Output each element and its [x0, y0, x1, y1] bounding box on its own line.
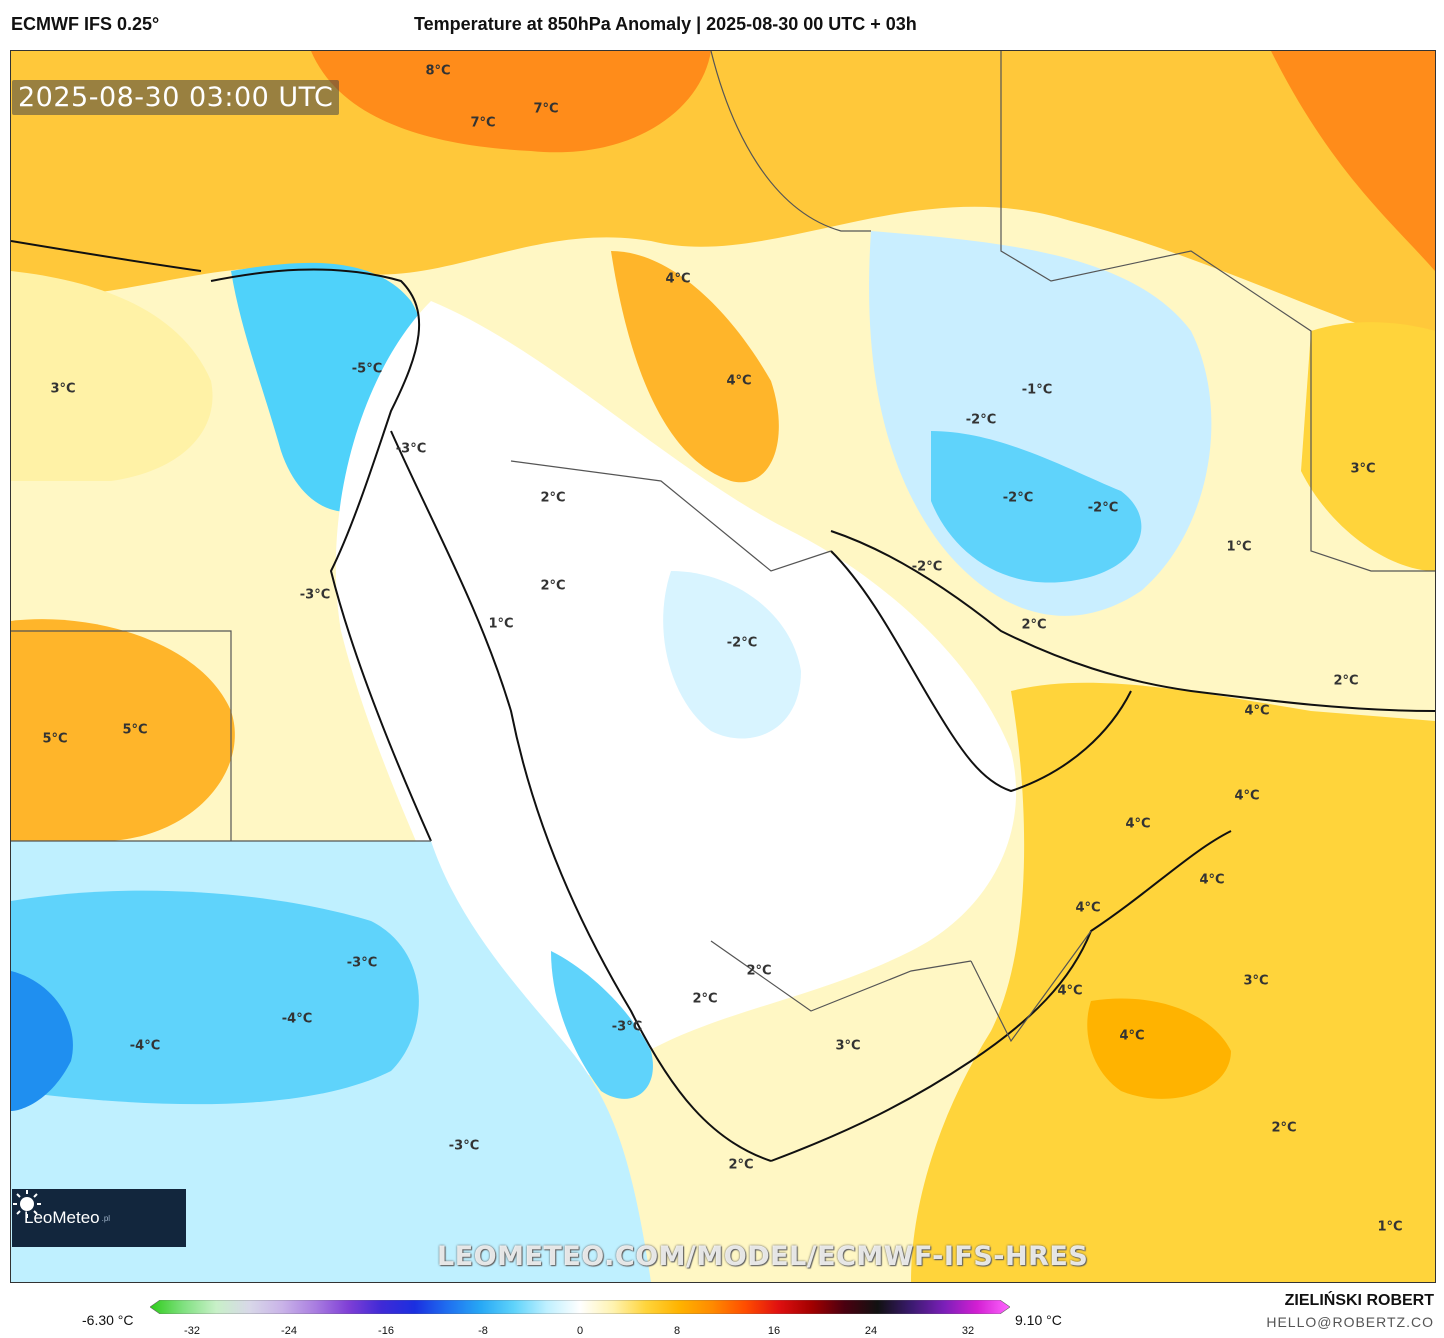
logo-suffix: .pl [101, 1213, 111, 1223]
cool-patch-central-arabia [663, 571, 801, 739]
contour-label: -3°C [346, 955, 378, 971]
contour-label: 1°C [1377, 1219, 1403, 1235]
author-email[interactable]: HELLO@ROBERTZ.CO [1266, 1314, 1434, 1330]
contour-label: 3°C [50, 381, 76, 397]
warm-core-arabian-sea [1087, 998, 1231, 1099]
colorbar-max-label: 9.10 °C [1015, 1312, 1062, 1328]
colorbar-tick-label: 16 [767, 1325, 781, 1337]
colorbar-tick-label: -16 [378, 1325, 394, 1337]
contour-label: 4°C [665, 271, 691, 287]
map-title: Temperature at 850hPa Anomaly | 2025-08-… [414, 14, 917, 34]
cool-core-iran [931, 431, 1142, 583]
border-iran-east [1000, 51, 1435, 572]
coast-south-arabia [770, 830, 1232, 1162]
contour-label: -3°C [299, 587, 331, 603]
contour-label: 5°C [42, 731, 68, 747]
contour-label: 2°C [728, 1157, 754, 1173]
contour-label: 2°C [692, 991, 718, 1007]
contour-label: -4°C [281, 1011, 313, 1027]
model-url-watermark: LEOMETEO.COM/MODEL/ECMWF-IFS-HRES [437, 1241, 1089, 1272]
warm-region-libya [11, 619, 235, 841]
contour-label: -2°C [1087, 500, 1119, 516]
warm-region-iraq [611, 251, 779, 483]
coast-levant-redsea-west [210, 268, 432, 842]
contour-label: 5°C [122, 722, 148, 738]
contour-label: -3°C [611, 1019, 643, 1035]
colorbar [150, 1300, 1010, 1314]
colorbar-tick-label: -32 [184, 1325, 200, 1337]
colorbar-tick-label: 0 [576, 1325, 584, 1337]
colorbar-tick-label: 24 [864, 1325, 878, 1337]
contour-label: 2°C [540, 578, 566, 594]
warm-region-pakistan [1301, 322, 1435, 571]
coast-gulf-west [830, 550, 1132, 793]
contour-label: 7°C [533, 101, 559, 117]
border-saudi-iraq [510, 460, 832, 572]
contour-label: 3°C [835, 1038, 861, 1054]
pale-region-arabia [335, 301, 1017, 1076]
warm-region-oman [911, 682, 1435, 1282]
border-yemen-oman [970, 930, 1092, 1043]
colorbar-tick-label: 32 [961, 1325, 975, 1337]
contour-label: -4°C [129, 1038, 161, 1054]
pale-region-med [11, 271, 213, 481]
contour-label: -2°C [1002, 490, 1034, 506]
colorbar-tick-label: -24 [281, 1325, 297, 1337]
coast-med-north [11, 240, 202, 272]
border-saudi-yemen [710, 940, 972, 1012]
contour-label: -5°C [351, 361, 383, 377]
contour-label: 4°C [1125, 816, 1151, 832]
cool-region-eritrea [551, 951, 653, 1099]
contour-label: 2°C [1333, 673, 1359, 689]
contour-label: 3°C [1243, 973, 1269, 989]
warm-region-north [11, 51, 1435, 351]
border-egypt-libya [11, 630, 232, 841]
valid-time-badge: 2025-08-30 03:00 UTC [12, 80, 340, 115]
colorbar-min-label: -6.30 °C [82, 1312, 134, 1328]
contour-label: 8°C [425, 63, 451, 79]
border-turkey-iran [710, 51, 871, 232]
contour-label: 1°C [488, 616, 514, 632]
contour-label: 4°C [1234, 788, 1260, 804]
contour-label: 7°C [470, 115, 496, 131]
leometeo-logo[interactable]: LeoMeteo .pl [12, 1189, 186, 1247]
contour-label: 4°C [1119, 1028, 1145, 1044]
colorbar-gradient [150, 1300, 1010, 1314]
model-name: ECMWF IFS 0.25° [11, 14, 160, 34]
contour-label: 4°C [1057, 983, 1083, 999]
sun-icon [13, 1190, 41, 1218]
contour-label: 2°C [1271, 1120, 1297, 1136]
contour-label: 4°C [1244, 703, 1270, 719]
contour-label: -1°C [1021, 382, 1053, 398]
contour-label: -3°C [448, 1138, 480, 1154]
contour-label: -2°C [726, 635, 758, 651]
colorbar-tick-label: -8 [478, 1325, 488, 1337]
colorbar-tick-label: 8 [673, 1325, 681, 1337]
contour-label: 2°C [540, 490, 566, 506]
contour-label: 4°C [726, 373, 752, 389]
coast-iran-south [830, 530, 1435, 712]
contour-label: -3°C [395, 441, 427, 457]
warm-region-turkey-core [311, 51, 711, 153]
contour-label: 3°C [1350, 461, 1376, 477]
coastlines [11, 240, 1435, 1162]
cold-core-chad [11, 971, 73, 1111]
author-name: ZIELIŃSKI ROBERT [1284, 1292, 1434, 1309]
country-borders [11, 51, 1435, 1043]
cool-core-sudan [11, 890, 419, 1105]
anomaly-map[interactable]: 2025-08-30 03:00 UTC 8°C 7°C 7°C 4°C 4°C 3°C -… [10, 50, 1436, 1283]
contour-label: 4°C [1075, 900, 1101, 916]
contour-label: -2°C [965, 412, 997, 428]
contour-label: 2°C [746, 963, 772, 979]
warm-region-northeast-core [1271, 51, 1435, 271]
contour-label: 2°C [1021, 617, 1047, 633]
coast-redsea-east [390, 430, 772, 1162]
map-canvas [11, 51, 1435, 1282]
contour-label: -2°C [911, 559, 943, 575]
contour-label: 4°C [1199, 872, 1225, 888]
logo-brand: LeoMeteo [24, 1208, 100, 1227]
contour-label: 1°C [1226, 539, 1252, 555]
